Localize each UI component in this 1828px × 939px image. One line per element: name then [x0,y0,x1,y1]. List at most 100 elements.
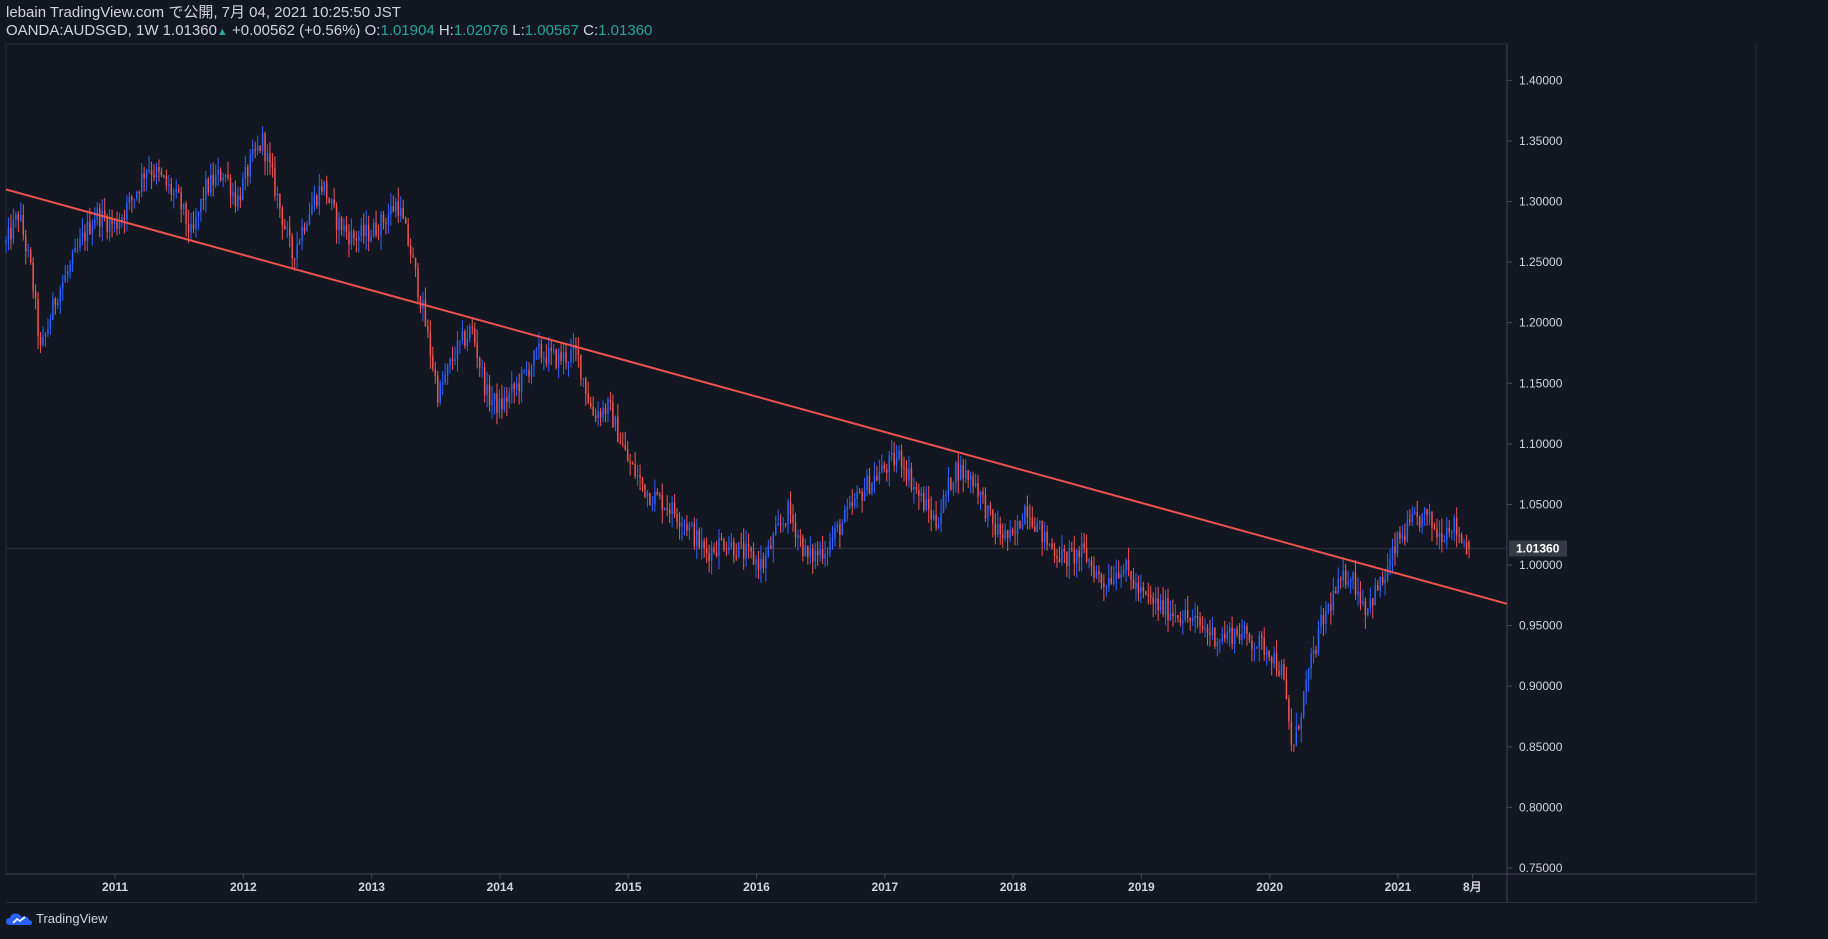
candle-down [1372,598,1374,606]
y-tick-label: 1.10000 [1519,437,1563,451]
candle-up [1243,626,1246,634]
candle-down [476,343,478,358]
candle-up [844,509,846,523]
candle-up [691,524,693,526]
candle-up [777,523,779,525]
candle-down [740,542,742,544]
candle-down [1404,535,1406,541]
candle-down [1364,601,1367,615]
candle-up [856,491,858,499]
candle-down [762,559,765,568]
candle-up [74,247,76,253]
candle-up [836,524,839,529]
candle-up [718,538,720,556]
candle-down [518,383,520,392]
candle-down [923,492,925,511]
candle-up [61,282,64,289]
candle-up [372,222,375,237]
candle-down [560,352,562,361]
candle-up [942,494,945,513]
symbol-price: OANDA:AUDSGD, 1W 1.01360 [6,22,217,39]
candle-up [1048,543,1051,545]
candle-up [456,340,459,360]
y-tick-label: 0.85000 [1519,740,1563,754]
candle-up [824,554,826,559]
candle-down [1058,558,1061,563]
candle-down [915,487,918,490]
candle-up [1120,574,1122,578]
candle-down [1167,598,1169,621]
candle-down [918,489,920,496]
candle-up [1159,600,1162,611]
candle-down [705,548,708,554]
candle-down [1455,517,1458,536]
candle-down [397,201,400,216]
candle-up [1191,618,1194,621]
candle-down [111,219,113,225]
candle-up [1021,524,1024,529]
candle-down [1014,533,1016,535]
candle-down [927,499,930,510]
candle-up [1463,541,1465,543]
candle-up [313,195,316,206]
candle-up [1108,577,1110,587]
candle-down [1354,572,1357,595]
candle-down [992,509,994,524]
candle-down [362,224,365,236]
candle-up [797,535,799,538]
close-value: 1.01360 [598,22,653,39]
candle-down [1053,548,1056,556]
candle-up [782,523,784,525]
high-label: H: [438,22,454,39]
candle-down [698,530,701,548]
candle-up [200,198,202,213]
candle-up [118,222,121,229]
candle-up [466,338,469,346]
trend-line[interactable] [5,188,1508,605]
candle-down [577,348,580,355]
candle-down [851,502,853,507]
candle-down [385,223,387,225]
candle-down [1399,532,1401,539]
candle-down [1251,640,1253,649]
candle-down [417,268,419,298]
candle-down [434,369,437,376]
candle-down [1448,527,1451,533]
candle-down [99,207,101,227]
candle-down [661,494,664,511]
candle-up [1300,716,1302,729]
candle-down [1142,587,1145,592]
candle-up [1061,549,1063,563]
candle-up [444,375,446,383]
candle-down [284,225,286,229]
candle-down [812,548,814,562]
candle-down [192,224,195,229]
candle-up [7,227,10,241]
candle-down [802,537,804,557]
candle-down [1066,551,1068,567]
candle-down [10,227,12,240]
candle-up [888,455,890,473]
candle-up [145,170,148,179]
candle-up [863,490,866,501]
candle-up [1320,614,1322,628]
candle-down [950,477,952,490]
candle-down [1330,604,1332,611]
candle-down [713,547,715,552]
candle-down [1293,744,1295,746]
candle-down [1468,541,1470,549]
candle-down [451,359,454,362]
y-tick-label: 1.05000 [1519,497,1563,511]
candle-up [1221,634,1224,641]
candle-up [636,475,639,477]
candle-up [441,382,444,384]
candle-down [725,549,728,551]
candle-down [999,524,1002,535]
candle-down [1056,555,1058,559]
candle-down [1177,615,1179,619]
tradingview-logo[interactable]: TradingView [6,911,108,926]
candle-down [1041,520,1043,543]
candle-down [153,174,155,178]
candle-down [29,249,32,263]
